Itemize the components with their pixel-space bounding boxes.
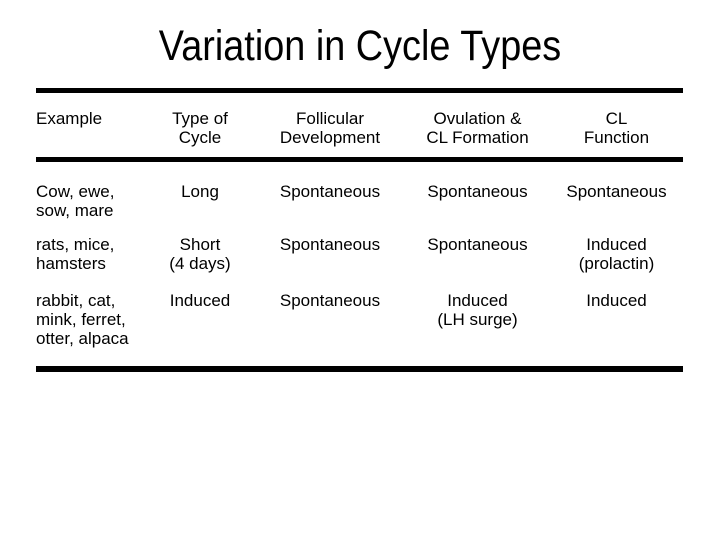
slide-title: Variation in Cycle Types <box>158 22 562 70</box>
header-cell-cl-function: CL Function <box>583 109 650 147</box>
header-cell-follicular-development: Follicular Development <box>279 109 381 147</box>
table-bottom-rule <box>36 366 683 372</box>
header-cell-ovulation-cl-formation: Ovulation & CL Formation <box>426 109 529 147</box>
cell-type: Long <box>181 182 219 201</box>
cell-type: Induced <box>169 291 231 310</box>
cell-cl-function: Induced <box>586 291 647 310</box>
cell-ovulation: Spontaneous <box>427 182 528 201</box>
cell-ovulation: Induced (LH surge) <box>437 291 518 329</box>
header-cell-example: Example <box>36 109 103 128</box>
table-header-rule <box>36 157 683 162</box>
cell-example: Cow, ewe, sow, mare <box>36 182 115 220</box>
cell-example: rabbit, cat, mink, ferret, otter, alpaca <box>36 291 129 348</box>
cell-follicular: Spontaneous <box>279 182 381 201</box>
header-cell-type-of-cycle: Type of Cycle <box>172 109 228 147</box>
table-row: rabbit, cat, mink, ferret, otter, alpaca… <box>36 291 683 348</box>
table-header-row: Example Type of Cycle Follicular Develop… <box>36 109 683 147</box>
cell-cl-function: Spontaneous <box>566 182 667 201</box>
cell-ovulation: Spontaneous <box>427 235 528 254</box>
table-row: rats, mice, hamsters Short (4 days) Spon… <box>36 235 683 273</box>
cell-cl-function: Induced (prolactin) <box>578 235 655 273</box>
cell-follicular: Spontaneous <box>279 235 381 254</box>
table-row: Cow, ewe, sow, mare Long Spontaneous Spo… <box>36 182 683 220</box>
cell-follicular: Spontaneous <box>279 291 381 310</box>
cell-type: Short (4 days) <box>169 235 231 273</box>
cell-example: rats, mice, hamsters <box>36 235 115 273</box>
table-top-rule <box>36 88 683 93</box>
